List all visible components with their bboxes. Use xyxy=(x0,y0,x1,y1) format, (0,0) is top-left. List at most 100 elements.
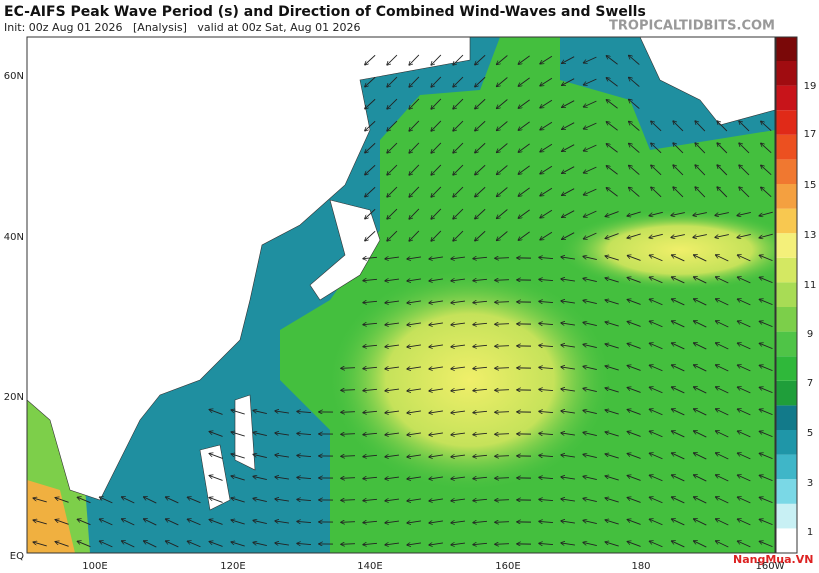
arrow xyxy=(739,143,750,154)
arrow xyxy=(694,255,707,262)
colorbar-frame xyxy=(775,36,798,554)
arrow xyxy=(694,431,707,438)
arrow xyxy=(297,521,312,522)
arrow xyxy=(363,323,378,324)
colorbar-label: 3 xyxy=(807,478,813,489)
arrow xyxy=(650,409,663,416)
arrow xyxy=(55,520,69,525)
arrow xyxy=(738,475,751,482)
arrow xyxy=(385,345,399,347)
arrow xyxy=(539,323,554,324)
arrow xyxy=(363,433,378,434)
arrow xyxy=(738,387,751,394)
arrow xyxy=(561,367,575,369)
lat-label: 40N xyxy=(4,232,24,243)
arrow xyxy=(583,454,597,459)
arrow xyxy=(562,188,575,196)
arrow xyxy=(694,497,707,504)
arrow xyxy=(385,477,399,479)
arrow xyxy=(584,78,597,85)
arrow xyxy=(253,542,267,547)
arrow xyxy=(275,411,289,413)
arrow xyxy=(627,520,641,525)
arrow xyxy=(385,367,399,369)
arrow xyxy=(407,367,421,369)
arrow xyxy=(253,454,267,459)
arrow xyxy=(760,277,773,284)
arrow xyxy=(431,120,442,131)
arrow xyxy=(431,54,442,65)
arrow xyxy=(407,389,421,391)
arrow xyxy=(365,54,376,65)
arrow xyxy=(605,256,619,261)
arrow xyxy=(761,187,772,198)
arrow xyxy=(605,410,619,415)
arrow xyxy=(431,98,442,109)
arrow xyxy=(451,389,465,391)
arrow xyxy=(407,499,421,501)
arrow xyxy=(253,432,267,437)
arrow xyxy=(495,478,510,479)
arrow xyxy=(672,519,685,526)
colorbar-segment xyxy=(776,208,797,234)
arrow xyxy=(429,411,443,413)
arrow xyxy=(365,164,376,175)
colorbar-segment xyxy=(776,405,797,430)
colorbar-segment xyxy=(776,233,797,258)
arrow xyxy=(627,278,641,283)
arrow xyxy=(629,187,640,197)
arrow xyxy=(341,478,356,479)
arrow xyxy=(694,387,707,394)
arrow xyxy=(605,454,619,459)
arrow xyxy=(365,120,376,131)
arrow xyxy=(672,365,685,372)
arrow xyxy=(341,522,356,523)
arrow xyxy=(760,475,773,482)
arrow xyxy=(694,541,707,548)
arrow xyxy=(761,165,772,176)
arrow xyxy=(760,387,773,394)
arrow xyxy=(453,98,464,109)
arrow xyxy=(562,56,575,64)
colorbar-segment xyxy=(776,380,797,406)
arrow xyxy=(407,521,421,523)
arrow xyxy=(497,209,508,219)
arrow xyxy=(407,345,421,347)
arrow xyxy=(409,76,420,87)
arrow xyxy=(694,277,707,284)
arrow xyxy=(561,477,575,479)
arrow xyxy=(760,299,773,306)
arrow xyxy=(672,453,685,460)
arrow xyxy=(694,453,707,460)
arrow xyxy=(495,500,510,501)
arrow xyxy=(341,390,356,391)
arrow xyxy=(627,233,641,238)
arrow xyxy=(672,299,685,306)
arrow xyxy=(429,455,443,457)
arrow xyxy=(253,520,267,525)
arrow xyxy=(583,542,597,547)
arrow xyxy=(629,55,640,65)
arrow xyxy=(365,142,376,153)
arrow xyxy=(605,388,619,393)
arrow xyxy=(716,519,729,526)
arrow xyxy=(497,143,508,153)
arrow xyxy=(407,477,421,479)
arrow xyxy=(341,544,356,545)
arrow xyxy=(539,345,554,346)
arrow xyxy=(209,432,223,437)
arrow xyxy=(275,455,289,457)
arrow xyxy=(627,432,641,437)
arrow xyxy=(453,76,464,87)
arrow xyxy=(539,499,554,500)
arrow xyxy=(122,541,135,548)
colorbar-segment xyxy=(776,503,797,529)
arrow xyxy=(694,475,707,482)
land-asia xyxy=(27,37,471,501)
arrow xyxy=(627,454,641,459)
arrow xyxy=(495,456,510,457)
arrow xyxy=(407,411,421,413)
arrow xyxy=(473,367,488,368)
arrow xyxy=(584,56,597,63)
arrow xyxy=(562,232,575,240)
